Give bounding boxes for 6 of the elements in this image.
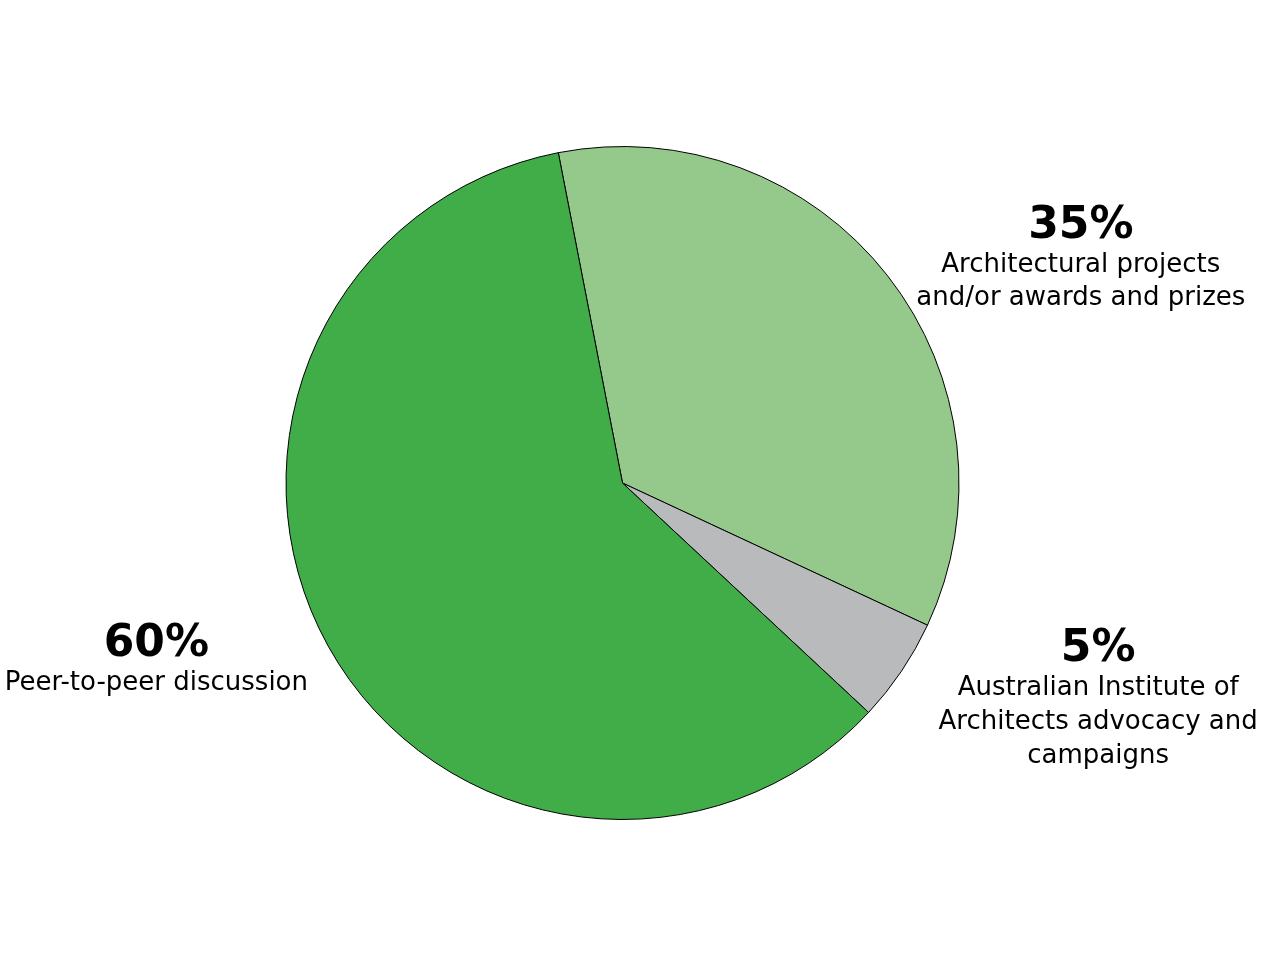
data-label: 60% [103,615,209,667]
data-label: 5% [1060,620,1136,672]
slice-label: Architectural projects and/or awards and prizes [916,247,1246,312]
slice-label: Peer-to-peer discussion [4,666,308,697]
data-label: 35% [1028,196,1134,248]
slice-label: Australian Institute of Architects advocacy and campaigns [938,670,1258,769]
